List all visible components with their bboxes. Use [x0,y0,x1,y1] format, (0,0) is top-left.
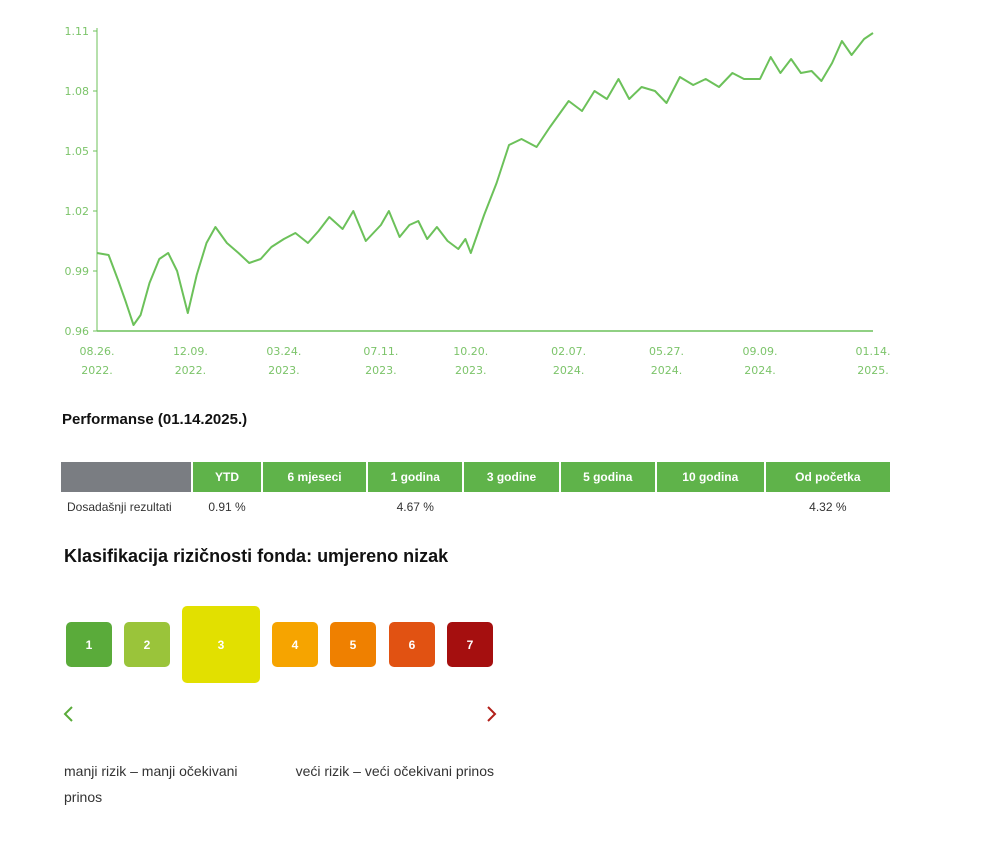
risk-level-4: 4 [272,622,318,667]
risk-level-3: 3 [182,606,260,683]
low-risk-label: manji rizik – manji očekivani prinos [64,763,238,805]
x-axis: 08.26. 2022. 12.09. 2022. 03.24. 2023. 07.11. 2… [80,330,891,377]
value-10-years [656,492,765,522]
x-tick-label: 07.11. 2023. [363,345,398,377]
x-tick-label: 08.26. 2022. [80,345,115,377]
y-tick-label: 1.08 [65,85,90,98]
x-tick-label: 10.20. 2023. [453,345,488,377]
value-1-year: 4.67 % [396,500,434,514]
risk-classification-title: Klasifikacija rizičnosti fonda: umjereno… [64,546,449,566]
x-tick-label: 05.27. 2024. [649,345,684,377]
y-tick-label: 0.96 [65,325,90,338]
risk-level-1: 1 [66,622,112,667]
x-tick-label: 12.09. 2022. [173,345,208,377]
y-tick-label: 1.02 [65,205,90,218]
header-6-months: 6 mjeseci [262,462,369,492]
header-10-years: 10 godina [655,462,766,492]
value-since-inception: 4.32 % [809,500,847,514]
risk-level-2: 2 [124,622,170,667]
y-axis: 0.96 0.99 1.02 1.05 1.08 1.11 [65,25,98,338]
x-tick-label: 09.09. 2024. [742,345,777,377]
header-blank-cell [61,462,193,492]
y-tick-label: 0.99 [65,265,90,278]
x-tick-label: 02.07. 2024. [551,345,586,377]
performance-header-row: YTD 6 mjeseci 1 godina 3 godine 5 godina… [61,462,893,492]
risk-level-5: 5 [330,622,376,667]
header-3-years: 3 godine [463,462,561,492]
header-5-years: 5 godina [559,462,657,492]
arrow-right-icon [487,706,497,722]
y-tick-label: 1.05 [65,145,90,158]
value-5-years [560,492,656,522]
value-3-years [463,492,559,522]
risk-level-6: 6 [389,622,435,667]
x-tick-label: 01.14. 2025. [856,345,891,377]
risk-level-7: 7 [447,622,493,667]
row-label: Dosadašnji rezultati [67,500,172,514]
arrow-left-icon [63,706,73,722]
y-tick-label: 1.11 [65,25,90,38]
performance-title: Performanse (01.14.2025.) [62,411,248,428]
performance-table: YTD 6 mjeseci 1 godina 3 godine 5 godina… [61,462,893,522]
table-row: Dosadašnji rezultati 0.91 % 4.67 % 4.32 … [61,492,891,522]
value-6-months [262,492,367,522]
high-risk-label: veći rizik – veći očekivani prinos [295,763,494,779]
header-since-inception: Od početka [764,462,893,492]
performance-chart: 0.96 0.99 1.02 1.05 1.08 1.11 08.26. 2022. 12.0… [65,25,891,377]
risk-arrow [63,706,497,722]
x-tick-label: 03.24. 2023. [266,345,301,377]
value-ytd: 0.91 % [208,500,246,514]
series-line [96,32,874,326]
header-1-year: 1 godina [367,462,465,492]
chart-series [96,32,874,326]
header-ytd: YTD [192,462,264,492]
